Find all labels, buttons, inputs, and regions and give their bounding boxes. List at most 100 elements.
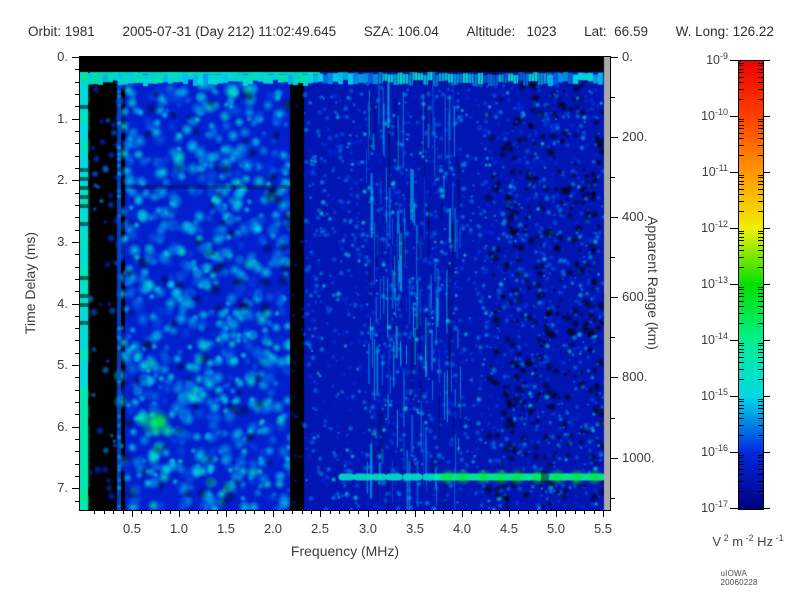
y-left-minor-tick [75,316,79,317]
spectrogram-plot-frame [79,56,611,511]
colorbar-minor-tick-left [739,237,744,238]
colorbar-minor-tick-right [758,189,763,190]
colorbar-major-tick-right [764,172,770,173]
colorbar-minor-tick-right [758,181,763,182]
colorbar-minor-tick-left [739,461,744,462]
colorbar-minor-tick-left [739,491,744,492]
x-axis-minor-tick [311,510,312,514]
x-axis-tick-label: 5.0 [546,521,566,536]
colorbar-minor-tick-left [739,125,744,126]
colorbar-minor-tick-right [758,201,763,202]
x-axis-minor-tick [471,510,472,514]
colorbar-minor-tick-right [758,413,763,414]
colorbar-minor-tick-left [739,211,744,212]
colorbar-minor-tick-right [758,128,763,129]
colorbar-minor-tick-left [739,82,744,83]
y-left-tick-label: 4. [57,296,68,311]
x-axis-major-tick [368,510,369,517]
x-axis-tick-label: 2.5 [310,521,330,536]
header-altitude: Altitude: 1023 [466,24,557,39]
y-left-major-tick [72,242,79,243]
y-right-tick-label: 1000. [622,450,655,465]
colorbar-minor-tick-left [739,138,744,139]
x-axis-major-tick [603,510,604,517]
colorbar-minor-tick-right [758,457,763,458]
colorbar-minor-tick-right [758,369,763,370]
y-left-minor-tick [75,402,79,403]
colorbar-minor-tick-left [739,89,744,90]
colorbar-minor-tick-right [758,491,763,492]
colorbar-minor-tick-left [739,362,744,363]
colorbar-tick-label: 10-17 [701,499,728,515]
x-axis-major-tick [226,510,227,517]
colorbar-minor-tick-left [739,289,744,290]
x-axis-minor-tick [302,510,303,514]
y-left-axis-title: Time Delay (ms) [22,231,38,335]
colorbar-major-tick-left [730,228,738,229]
colorbar-minor-tick-right [758,231,763,232]
colorbar-minor-tick-right [758,237,763,238]
credit-stamp: uIOWA 20060228 [720,569,758,587]
x-axis-minor-tick [528,510,529,514]
x-axis-tick-label: 4.0 [452,521,472,536]
x-axis-minor-tick [245,510,246,514]
x-axis-major-tick [179,510,180,517]
header-sza: SZA: 106.04 [363,24,439,39]
y-right-tick-label: 0. [622,49,633,64]
y-right-major-tick [611,377,618,378]
colorbar-minor-tick-right [758,352,763,353]
x-axis-major-tick [509,510,510,517]
x-axis-minor-tick [575,510,576,514]
x-axis-minor-tick [405,510,406,514]
colorbar-minor-tick-right [758,474,763,475]
colorbar-minor-tick-left [739,401,744,402]
colorbar-minor-tick-right [758,323,763,324]
x-axis-minor-tick [358,510,359,514]
colorbar-major-tick-left [730,340,738,341]
y-left-minor-tick [75,464,79,465]
colorbar-minor-tick-left [739,72,744,73]
colorbar-minor-tick-right [758,301,763,302]
colorbar-minor-tick-left [739,457,744,458]
colorbar-minor-tick-left [739,231,744,232]
colorbar-minor-tick-right [758,357,763,358]
y-left-minor-tick [75,168,79,169]
colorbar-minor-tick-right [758,65,763,66]
colorbar-minor-tick-left [739,379,744,380]
colorbar-major-tick-left [730,396,738,397]
y-left-major-tick [72,304,79,305]
colorbar-major-tick-left [730,284,738,285]
y-left-tick-label: 1. [57,111,68,126]
colorbar-minor-tick-right [758,408,763,409]
colorbar-minor-tick-right [758,289,763,290]
colorbar-minor-tick-left [739,408,744,409]
colorbar-minor-tick-left [739,369,744,370]
colorbar-major-tick-right [764,452,770,453]
x-axis-minor-tick [141,510,142,514]
colorbar-major-tick-right [764,396,770,397]
x-axis-title: Frequency (MHz) [290,543,400,559]
colorbar-minor-tick-right [758,99,763,100]
colorbar-major-tick-right [764,508,770,509]
colorbar-minor-tick-left [739,245,744,246]
x-axis-minor-tick [565,510,566,514]
colorbar-minor-tick-left [739,257,744,258]
x-axis-minor-tick [339,510,340,514]
colorbar-minor-tick-left [739,301,744,302]
colorbar-minor-tick-left [739,425,744,426]
colorbar-minor-tick-left [739,343,744,344]
colorbar-minor-tick-right [758,401,763,402]
colorbar-minor-tick-left [739,184,744,185]
y-left-minor-tick [75,390,79,391]
colorbar-tick-label: 10-15 [701,387,728,403]
y-left-minor-tick [75,414,79,415]
colorbar-minor-tick-right [758,425,763,426]
colorbar-minor-tick-right [758,399,763,400]
x-axis-minor-tick [189,510,190,514]
colorbar-unit-label: V 2 m -2 Hz -1 [712,533,784,549]
colorbar-minor-tick-right [758,287,763,288]
colorbar-minor-tick-right [758,82,763,83]
colorbar-minor-tick-left [739,481,744,482]
colorbar-minor-tick-left [739,250,744,251]
y-right-tick-label: 400. [622,209,648,224]
